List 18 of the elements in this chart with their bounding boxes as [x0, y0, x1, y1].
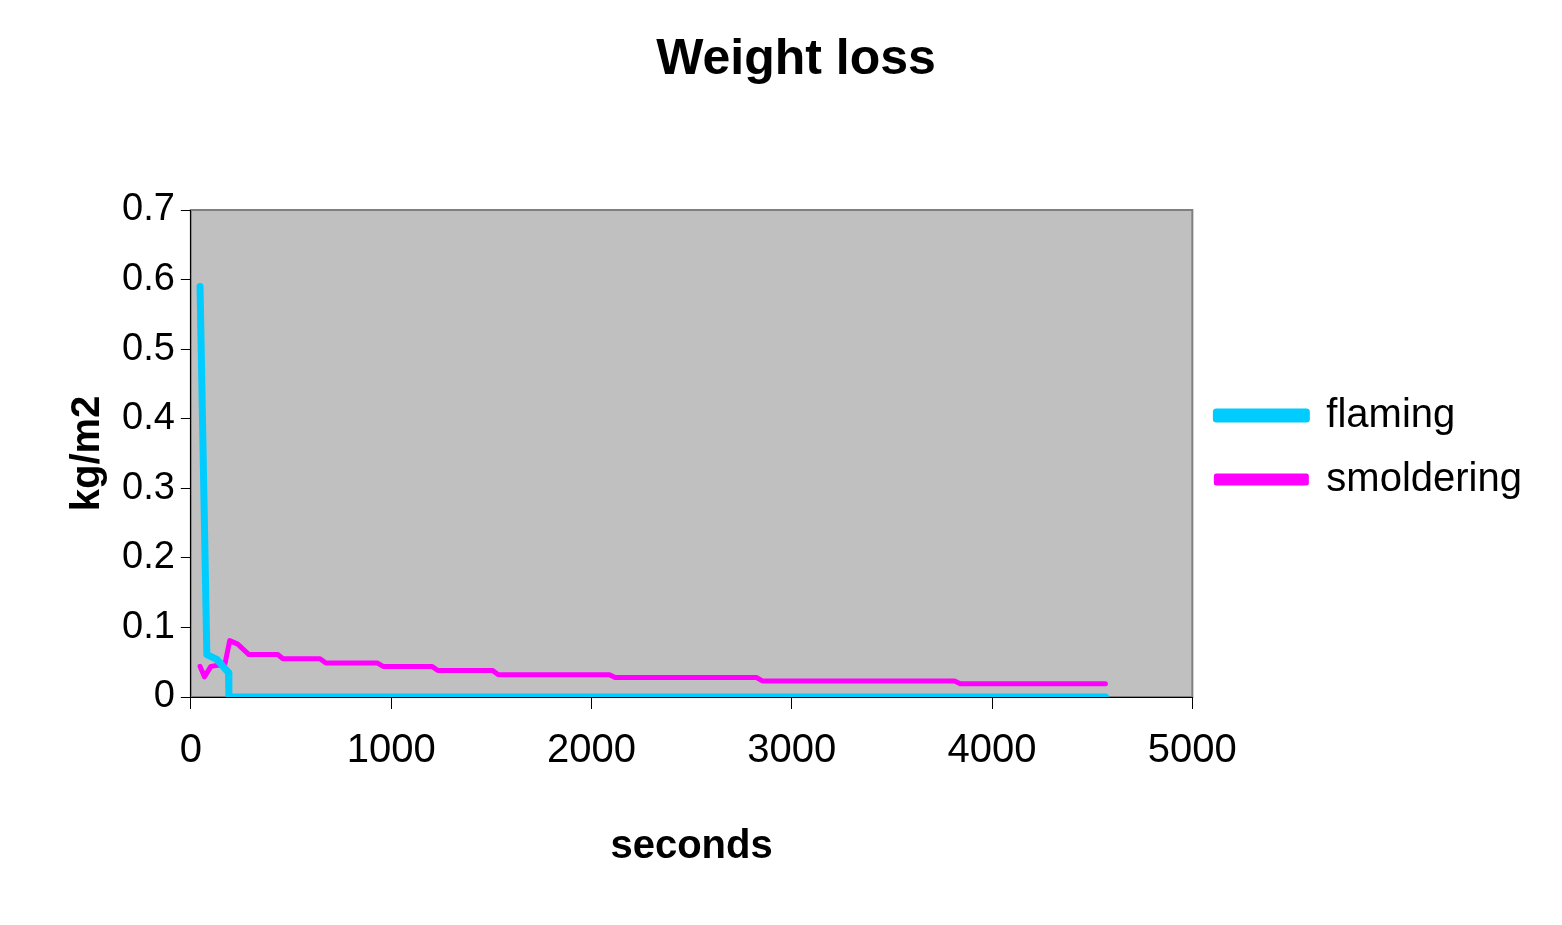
y-tick-label: 0.3: [122, 464, 175, 507]
x-tick-label: 3000: [747, 726, 837, 771]
x-tick-label: 4000: [947, 726, 1037, 771]
y-axis-title: kg/m2: [63, 395, 108, 512]
x-tick-label: 5000: [1147, 726, 1237, 771]
y-tick-label: 0.4: [122, 395, 175, 438]
chart-title: Weight loss: [656, 28, 936, 85]
y-tick-label: 0: [153, 673, 175, 716]
x-axis-title: seconds: [610, 822, 773, 867]
x-tick-label: 1000: [346, 726, 436, 771]
y-tick-label: 0.7: [122, 186, 175, 229]
y-tick-label: 0.5: [122, 325, 175, 368]
legend-label: smoldering: [1326, 454, 1523, 499]
x-tick-label: 2000: [546, 726, 636, 771]
y-tick-label: 0.1: [122, 603, 175, 646]
y-tick-label: 0.6: [122, 256, 175, 299]
y-tick-label: 0.2: [122, 534, 175, 577]
legend-label: flaming: [1326, 390, 1456, 435]
